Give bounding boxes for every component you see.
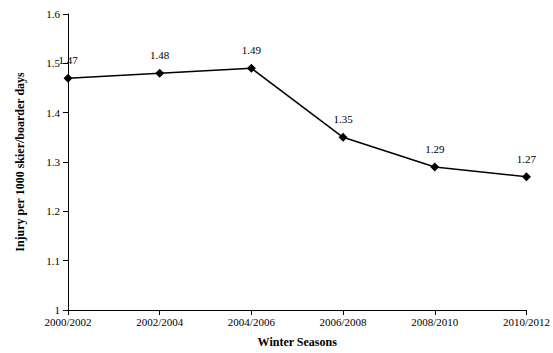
svg-text:1.6: 1.6 [46,8,60,20]
svg-text:2006/2008: 2006/2008 [320,316,368,328]
svg-text:1.5: 1.5 [46,57,60,70]
svg-text:1.47: 1.47 [58,54,78,66]
svg-text:2000/2002: 2000/2002 [44,316,91,328]
svg-text:1: 1 [55,304,61,316]
svg-text:1.3: 1.3 [46,156,60,168]
svg-text:1.48: 1.48 [150,49,170,61]
svg-text:1.49: 1.49 [242,44,262,56]
svg-text:1.2: 1.2 [46,205,60,217]
svg-text:1.27: 1.27 [517,153,537,165]
svg-text:2008/2010: 2008/2010 [411,316,459,328]
svg-text:1.29: 1.29 [425,143,445,155]
svg-text:2002/2004: 2002/2004 [136,316,184,328]
svg-text:1.35: 1.35 [333,113,353,125]
svg-text:2010/2012: 2010/2012 [503,316,550,328]
svg-text:2004/2006: 2004/2006 [228,316,276,328]
svg-text:Winter Seasons: Winter Seasons [258,335,338,349]
svg-text:Injury per 1000 skier/boarder: Injury per 1000 skier/boarder days [13,72,27,252]
svg-text:1.4: 1.4 [46,107,60,119]
svg-text:1.1: 1.1 [46,255,60,267]
